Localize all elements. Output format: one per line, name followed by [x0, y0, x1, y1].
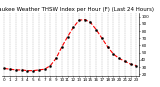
Title: Milwaukee Weather THSW Index per Hour (F) (Last 24 Hours): Milwaukee Weather THSW Index per Hour (F… — [0, 7, 154, 12]
